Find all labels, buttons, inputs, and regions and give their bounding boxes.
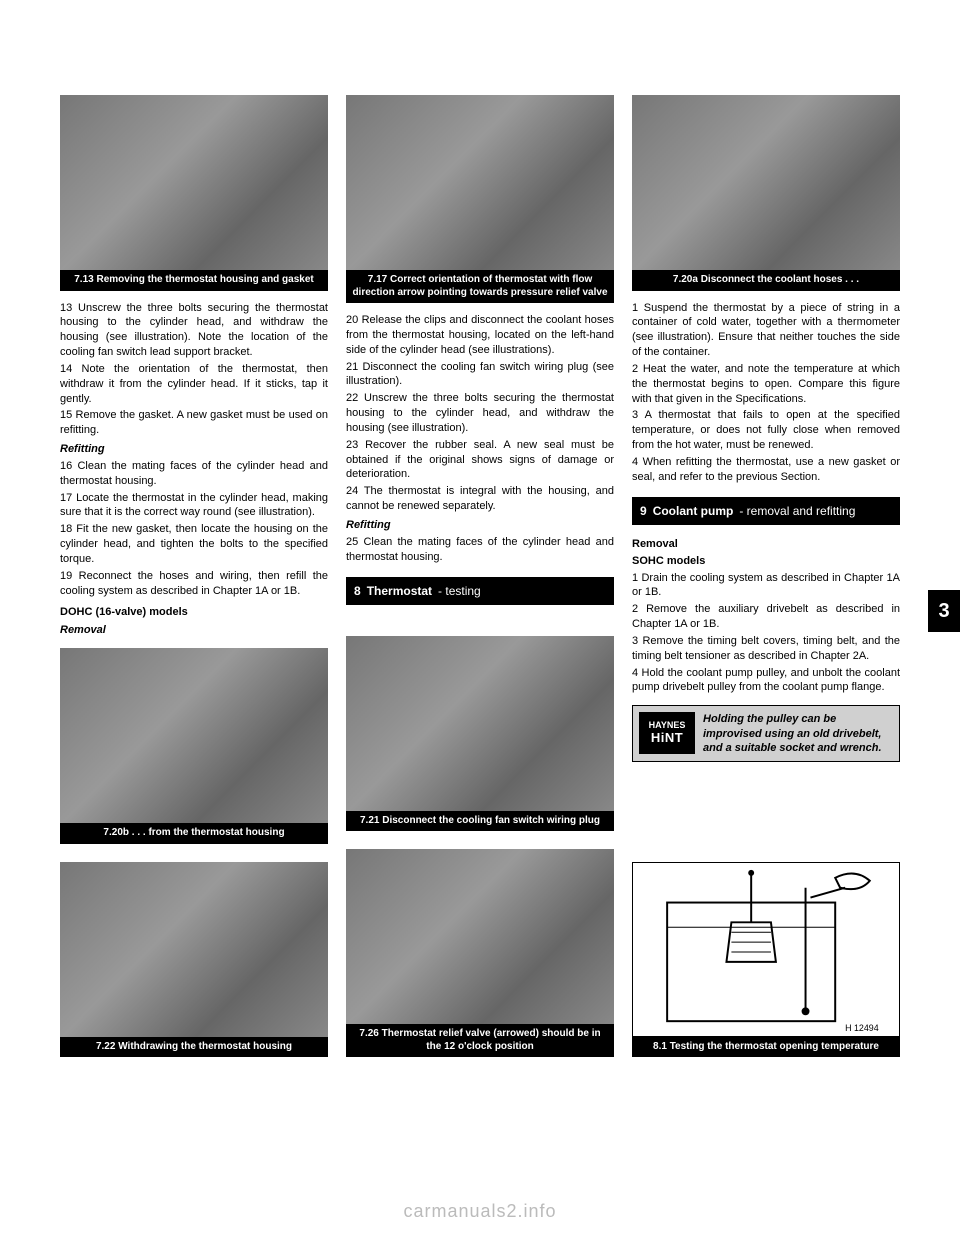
figure-caption: 7.13 Removing the thermostat housing and…	[60, 270, 328, 291]
para: 2 Remove the auxiliary drivebelt as desc…	[632, 602, 900, 632]
diagram-svg: H 12494	[633, 863, 899, 1036]
para: 18 Fit the new gasket, then locate the h…	[60, 522, 328, 567]
manual-page: 3 7.13 Removing the thermostat housing a…	[0, 0, 960, 1235]
para: 2 Heat the water, and note the temperatu…	[632, 362, 900, 407]
section-8-heading: 8 Thermostat - testing	[346, 577, 614, 605]
subheading-removal: Removal	[60, 623, 328, 638]
para: 24 The thermostat is integral with the h…	[346, 484, 614, 514]
para: 22 Unscrew the three bolts securing the …	[346, 391, 614, 436]
body-text: Removal SOHC models 1 Drain the cooling …	[632, 533, 900, 697]
subheading-refitting: Refitting	[60, 442, 328, 457]
para: 21 Disconnect the cooling fan switch wir…	[346, 360, 614, 390]
column-1: 7.13 Removing the thermostat housing and…	[60, 95, 328, 1067]
content-columns: 7.13 Removing the thermostat housing and…	[60, 95, 900, 1067]
figure-7-21: 7.21 Disconnect the cooling fan switch w…	[346, 636, 614, 832]
para: 13 Unscrew the three bolts securing the …	[60, 301, 328, 360]
section-subtitle: - testing	[438, 583, 481, 599]
page-tab: 3	[928, 590, 960, 632]
body-text: 1 Suspend the thermostat by a piece of s…	[632, 301, 900, 487]
diagram-label: H 12494	[845, 1023, 879, 1033]
haynes-hint-logo: HAYNES HiNT	[639, 712, 695, 754]
figure-7-17: 7.17 Correct orientation of thermostat w…	[346, 95, 614, 303]
figure-8-1: H 12494 8.1 Testing the thermostat openi…	[632, 862, 900, 1058]
watermark: carmanuals2.info	[0, 1199, 960, 1223]
para: 16 Clean the mating faces of the cylinde…	[60, 459, 328, 489]
figure-caption: 7.20b . . . from the thermostat housing	[60, 823, 328, 844]
figure-caption: 7.20a Disconnect the coolant hoses . . .	[632, 270, 900, 291]
hint-brand-bottom: HiNT	[651, 731, 683, 745]
para: 14 Note the orientation of the thermosta…	[60, 362, 328, 407]
figure-image	[60, 862, 328, 1037]
para: 1 Drain the cooling system as described …	[632, 571, 900, 601]
para: 23 Recover the rubber seal. A new seal m…	[346, 438, 614, 483]
section-number: 8	[354, 583, 361, 599]
section-number: 9	[640, 503, 647, 519]
figure-7-20b: 7.20b . . . from the thermostat housing	[60, 648, 328, 844]
para: 25 Clean the mating faces of the cylinde…	[346, 535, 614, 565]
para: 20 Release the clips and disconnect the …	[346, 313, 614, 358]
figure-image	[632, 95, 900, 270]
section-title: Thermostat	[367, 583, 432, 599]
figure-7-22: 7.22 Withdrawing the thermostat housing	[60, 862, 328, 1058]
para: 15 Remove the gasket. A new gasket must …	[60, 408, 328, 438]
thermostat-test-diagram: H 12494	[632, 862, 900, 1037]
para: 3 A thermostat that fails to open at the…	[632, 408, 900, 453]
figure-caption: 7.17 Correct orientation of thermostat w…	[346, 270, 614, 303]
figure-7-13: 7.13 Removing the thermostat housing and…	[60, 95, 328, 291]
section-title: Coolant pump	[653, 503, 734, 519]
subheading-dohc: DOHC (16-valve) models	[60, 605, 328, 620]
haynes-hint-box: HAYNES HiNT Holding the pulley can be im…	[632, 705, 900, 762]
subheading-refitting: Refitting	[346, 518, 614, 533]
figure-image	[60, 648, 328, 823]
column-2: 7.17 Correct orientation of thermostat w…	[346, 95, 614, 1067]
body-text: 13 Unscrew the three bolts securing the …	[60, 301, 328, 641]
para: 4 When refitting the thermostat, use a n…	[632, 455, 900, 485]
figure-caption: 8.1 Testing the thermostat opening tempe…	[632, 1037, 900, 1058]
figure-image	[346, 849, 614, 1024]
figure-image	[60, 95, 328, 270]
para: 17 Locate the thermostat in the cylinder…	[60, 491, 328, 521]
subheading-removal: Removal	[632, 537, 900, 552]
figure-7-26: 7.26 Thermostat relief valve (arrowed) s…	[346, 849, 614, 1057]
figure-caption: 7.26 Thermostat relief valve (arrowed) s…	[346, 1024, 614, 1057]
para: 19 Reconnect the hoses and wiring, then …	[60, 569, 328, 599]
para: 3 Remove the timing belt covers, timing …	[632, 634, 900, 664]
figure-image	[346, 95, 614, 270]
subheading-sohc: SOHC models	[632, 554, 900, 569]
section-9-heading: 9 Coolant pump - removal and refitting	[632, 497, 900, 525]
para: 4 Hold the coolant pump pulley, and unbo…	[632, 666, 900, 696]
figure-caption: 7.21 Disconnect the cooling fan switch w…	[346, 811, 614, 832]
figure-image	[346, 636, 614, 811]
section-subtitle: - removal and refitting	[739, 503, 855, 519]
figure-7-20a: 7.20a Disconnect the coolant hoses . . .	[632, 95, 900, 291]
body-text: 20 Release the clips and disconnect the …	[346, 313, 614, 567]
figure-caption: 7.22 Withdrawing the thermostat housing	[60, 1037, 328, 1058]
column-3: 7.20a Disconnect the coolant hoses . . .…	[632, 95, 900, 1067]
hint-text: Holding the pulley can be improvised usi…	[703, 712, 893, 755]
para: 1 Suspend the thermostat by a piece of s…	[632, 301, 900, 360]
